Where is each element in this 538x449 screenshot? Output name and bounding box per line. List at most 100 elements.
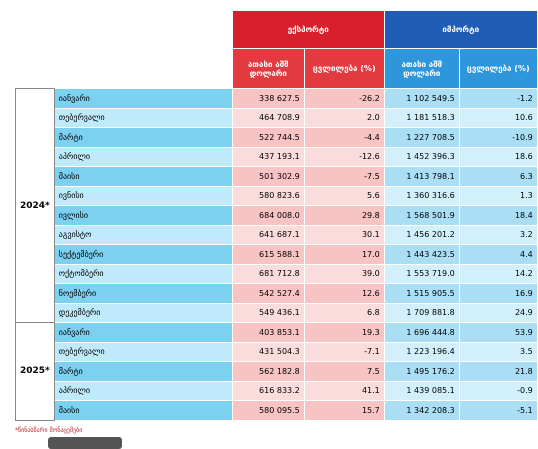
month: მარტი — [53, 127, 233, 148]
month: დეკემბერი — [53, 302, 233, 323]
row: თებერვალი 464 708.9 2.0 1 181 518.3 10.6 — [16, 107, 538, 128]
table-wrap: ექსპორტი იმპორტი ათასი აშშ დოლარი ცვლილე… — [15, 10, 538, 421]
month: აპრილი — [53, 380, 233, 401]
import-change: 1.3 — [458, 185, 538, 206]
export-change: 30.1 — [303, 224, 385, 245]
row: აპრილი 437 193.1 -12.6 1 452 396.3 18.6 — [16, 146, 538, 167]
import-change: 21.8 — [458, 361, 538, 382]
export-value: 338 627.5 — [231, 88, 305, 109]
import-value: 1 413 798.1 — [383, 166, 460, 187]
import-change: -10.9 — [458, 127, 538, 148]
export-change: 5.6 — [303, 185, 385, 206]
export-change: -7.1 — [303, 341, 385, 362]
import-value: 1 709 881.8 — [383, 302, 460, 323]
export-change: 19.3 — [303, 322, 385, 343]
trade-table: ექსპორტი იმპორტი ათასი აშშ დოლარი ცვლილე… — [15, 10, 538, 421]
import-header: იმპორტი — [383, 10, 538, 49]
export-change: -12.6 — [303, 146, 385, 167]
import-value: 1 102 549.5 — [383, 88, 460, 109]
import-change: 14.2 — [458, 263, 538, 284]
export-value: 431 504.3 — [231, 341, 305, 362]
export-value: 580 095.5 — [231, 400, 305, 421]
row: აპრილი 616 833.2 41.1 1 439 085.1 -0.9 — [16, 380, 538, 401]
export-value: 437 193.1 — [231, 146, 305, 167]
month: მარტი — [53, 361, 233, 382]
month: სექტემბერი — [53, 244, 233, 265]
export-change: 39.0 — [303, 263, 385, 284]
import-change: 3.2 — [458, 224, 538, 245]
import-change: 18.4 — [458, 205, 538, 226]
button[interactable] — [48, 437, 122, 449]
month: თებერვალი — [53, 341, 233, 362]
import-change: 4.4 — [458, 244, 538, 265]
export-value: 522 744.5 — [231, 127, 305, 148]
import-value: 1 495 176.2 — [383, 361, 460, 382]
row: მარტი 562 182.8 7.5 1 495 176.2 21.8 — [16, 361, 538, 382]
row: 2024* იანვარი 338 627.5 -26.2 1 102 549.5 -1.… — [15, 88, 538, 323]
row: თებერვალი 431 504.3 -7.1 1 223 196.4 3.5 — [16, 341, 538, 362]
export-change: 17.0 — [303, 244, 385, 265]
row: მაისი 501 302.9 -7.5 1 413 798.1 6.3 — [16, 166, 538, 187]
import-change: -0.9 — [458, 380, 538, 401]
row: დეკემბერი 549 436.1 6.8 1 709 881.8 24.9 — [16, 302, 538, 323]
export-value-header: ათასი აშშ დოლარი — [231, 48, 305, 89]
row: მაისი 580 095.5 15.7 1 342 208.3 -5.1 — [16, 400, 538, 421]
import-value: 1 553 719.0 — [383, 263, 460, 284]
import-value: 1 360 316.6 — [383, 185, 460, 206]
export-change: -26.2 — [303, 88, 385, 109]
export-change: 12.6 — [303, 283, 385, 304]
row: აგვისტო 641 687.1 30.1 1 456 201.2 3.2 — [16, 224, 538, 245]
import-value: 1 515 905.5 — [383, 283, 460, 304]
export-value: 549 436.1 — [231, 302, 305, 323]
import-change: -1.2 — [458, 88, 538, 109]
import-change: 53.9 — [458, 322, 538, 343]
import-change: 6.3 — [458, 166, 538, 187]
year: 2024* — [15, 88, 55, 323]
row: მარტი 522 744.5 -4.4 1 227 708.5 -10.9 — [16, 127, 538, 148]
month: მაისი — [53, 400, 233, 421]
row: ოქტომბერი 681 712.8 39.0 1 553 719.0 14.2 — [16, 263, 538, 284]
export-change: -4.4 — [303, 127, 385, 148]
import-change: 16.9 — [458, 283, 538, 304]
import-value: 1 227 708.5 — [383, 127, 460, 148]
import-change: 24.9 — [458, 302, 538, 323]
import-change-header: ცვლილება (%) — [458, 48, 538, 89]
row: ივნისი 580 823.6 5.6 1 360 316.6 1.3 — [16, 185, 538, 206]
row: სექტემბერი 615 588.1 17.0 1 443 423.5 4.4 — [16, 244, 538, 265]
export-header: ექსპორტი — [231, 10, 385, 49]
row: ნოემბერი 542 527.4 12.6 1 515 905.5 16.9 — [16, 283, 538, 304]
month: ივნისი — [53, 185, 233, 206]
import-value: 1 223 196.4 — [383, 341, 460, 362]
export-value: 684 008.0 — [231, 205, 305, 226]
month: აპრილი — [53, 146, 233, 167]
export-change: 15.7 — [303, 400, 385, 421]
import-value: 1 443 423.5 — [383, 244, 460, 265]
import-value: 1 696 444.8 — [383, 322, 460, 343]
export-value: 681 712.8 — [231, 263, 305, 284]
month: იანვარი — [53, 322, 233, 343]
row: 2025* იანვარი 403 853.1 19.3 1 696 444.8 53.9 — [15, 322, 538, 421]
month: ივლისი — [53, 205, 233, 226]
export-change: -7.5 — [303, 166, 385, 187]
month: ნოემბერი — [53, 283, 233, 304]
import-value-header: ათასი აშშ დოლარი — [383, 48, 460, 89]
import-value: 1 181 518.3 — [383, 107, 460, 128]
export-value: 562 182.8 — [231, 361, 305, 382]
import-change: -5.1 — [458, 400, 538, 421]
export-change: 41.1 — [303, 380, 385, 401]
export-change-header: ცვლილება (%) — [303, 48, 385, 89]
export-change: 6.8 — [303, 302, 385, 323]
export-value: 615 588.1 — [231, 244, 305, 265]
month: აგვისტო — [53, 224, 233, 245]
month: მაისი — [53, 166, 233, 187]
export-value: 641 687.1 — [231, 224, 305, 245]
import-value: 1 452 396.3 — [383, 146, 460, 167]
export-change: 29.8 — [303, 205, 385, 226]
import-change: 10.6 — [458, 107, 538, 128]
export-value: 403 853.1 — [231, 322, 305, 343]
export-change: 2.0 — [303, 107, 385, 128]
export-value: 501 302.9 — [231, 166, 305, 187]
import-value: 1 439 085.1 — [383, 380, 460, 401]
export-value: 580 823.6 — [231, 185, 305, 206]
